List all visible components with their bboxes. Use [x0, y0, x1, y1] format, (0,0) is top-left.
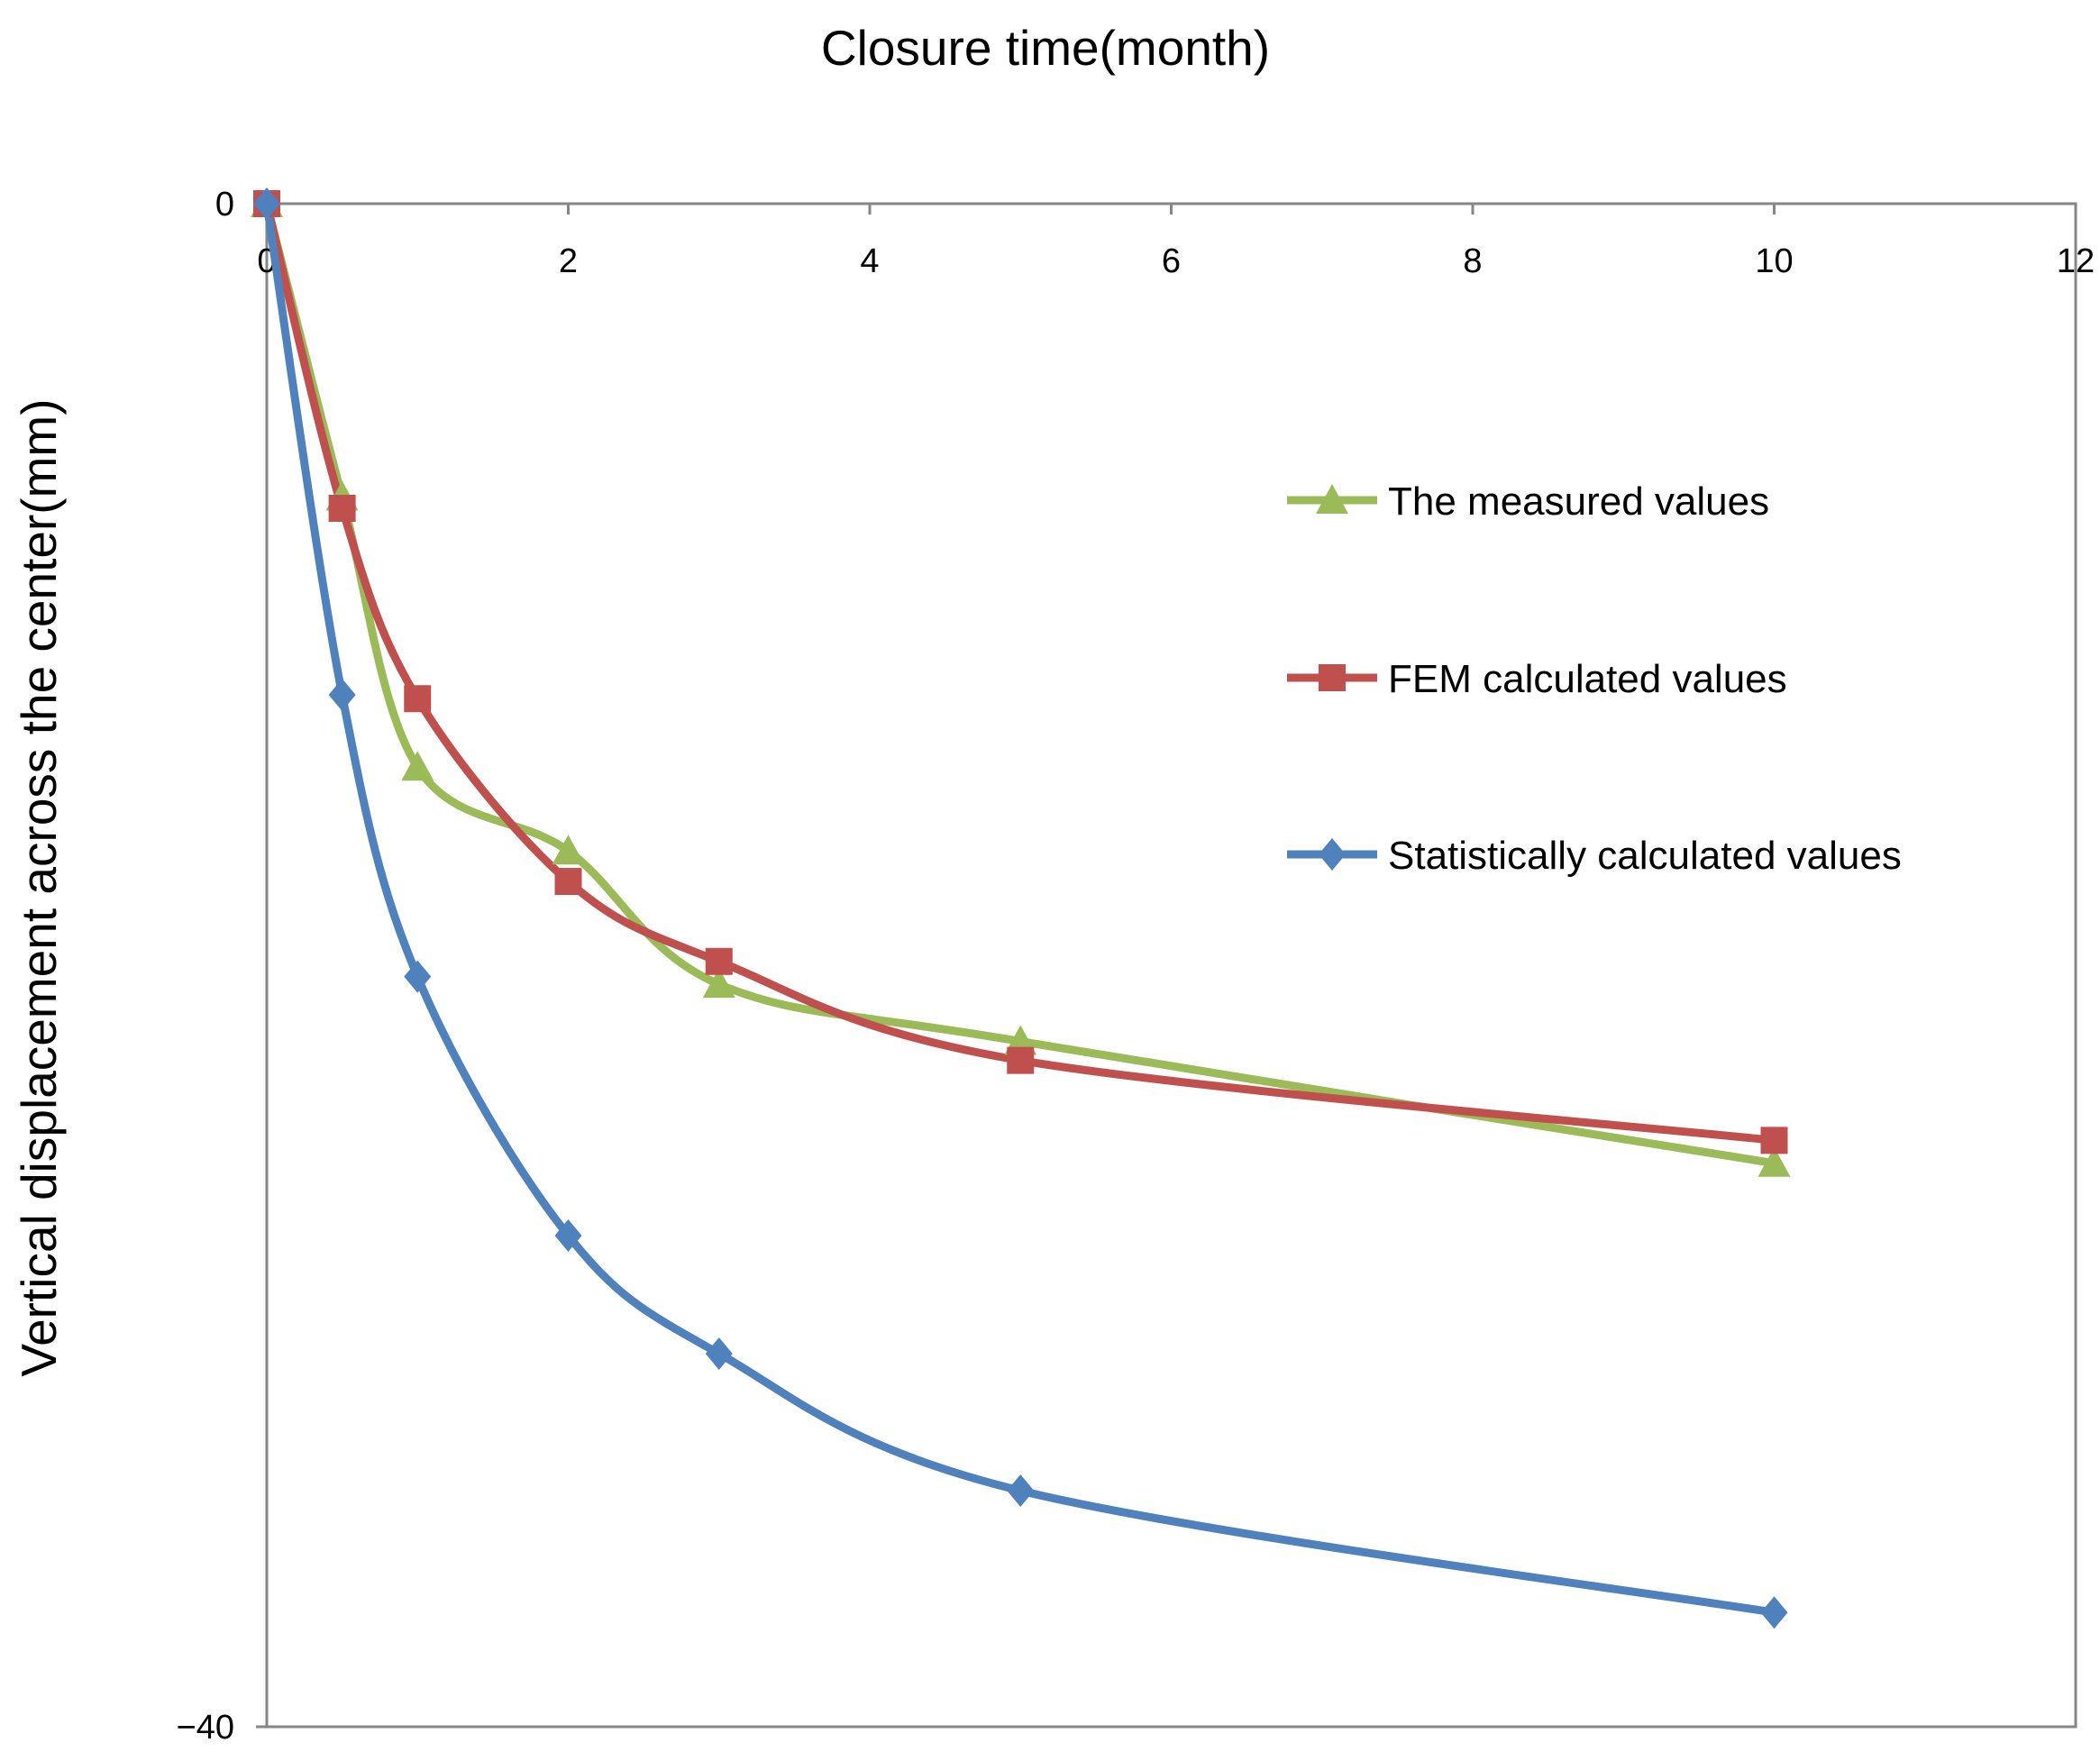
- data-point-series-3: [1760, 1596, 1788, 1629]
- data-point-series-1: [702, 968, 735, 999]
- y-tick-label: −40: [177, 1709, 234, 1747]
- x-tick-label: 10: [1755, 242, 1793, 280]
- data-point-series-3: [253, 187, 280, 220]
- legend-label-2: FEM calculated values: [1388, 657, 1787, 701]
- data-point-series-2: [1007, 1046, 1035, 1074]
- series-line-3: [262, 199, 1778, 1617]
- data-point-series-2: [1760, 1127, 1788, 1154]
- legend: The measured values FEM calculated values…: [1287, 479, 1902, 878]
- series-lines: [262, 199, 1778, 1617]
- data-point-series-1: [401, 751, 434, 781]
- data-point-series-3: [328, 679, 356, 712]
- series-markers: [251, 187, 1791, 1629]
- data-point-series-2: [404, 685, 432, 713]
- data-point-series-2: [554, 868, 582, 896]
- data-point-series-3: [404, 960, 432, 993]
- data-point-series-2: [328, 495, 356, 522]
- data-point-series-1: [552, 835, 585, 865]
- plot-area-border: [265, 202, 2077, 1729]
- data-point-series-1: [1758, 1146, 1791, 1177]
- data-point-series-3: [705, 1337, 733, 1370]
- legend-marker-2: [1319, 664, 1346, 691]
- legend-marker-1: [1316, 484, 1348, 514]
- x-tick-label: 8: [1463, 242, 1482, 280]
- x-tick-label: 6: [1162, 242, 1181, 280]
- y-tick-label: 0: [215, 186, 234, 224]
- data-point-series-3: [1007, 1474, 1035, 1508]
- legend-marker-3: [1319, 838, 1346, 871]
- legend-label-3: Statistically calculated values: [1388, 834, 1902, 878]
- x-axis-label: Closure time(month): [821, 20, 1270, 76]
- x-tick-label: 12: [2057, 242, 2095, 280]
- data-point-series-3: [554, 1218, 582, 1252]
- data-point-series-2: [705, 947, 733, 975]
- x-tick-label: 2: [559, 242, 578, 280]
- y-axis-label: Vertical displacement across the center(…: [11, 398, 67, 1376]
- x-tick-label: 4: [860, 242, 879, 280]
- legend-label-1: The measured values: [1388, 479, 1769, 524]
